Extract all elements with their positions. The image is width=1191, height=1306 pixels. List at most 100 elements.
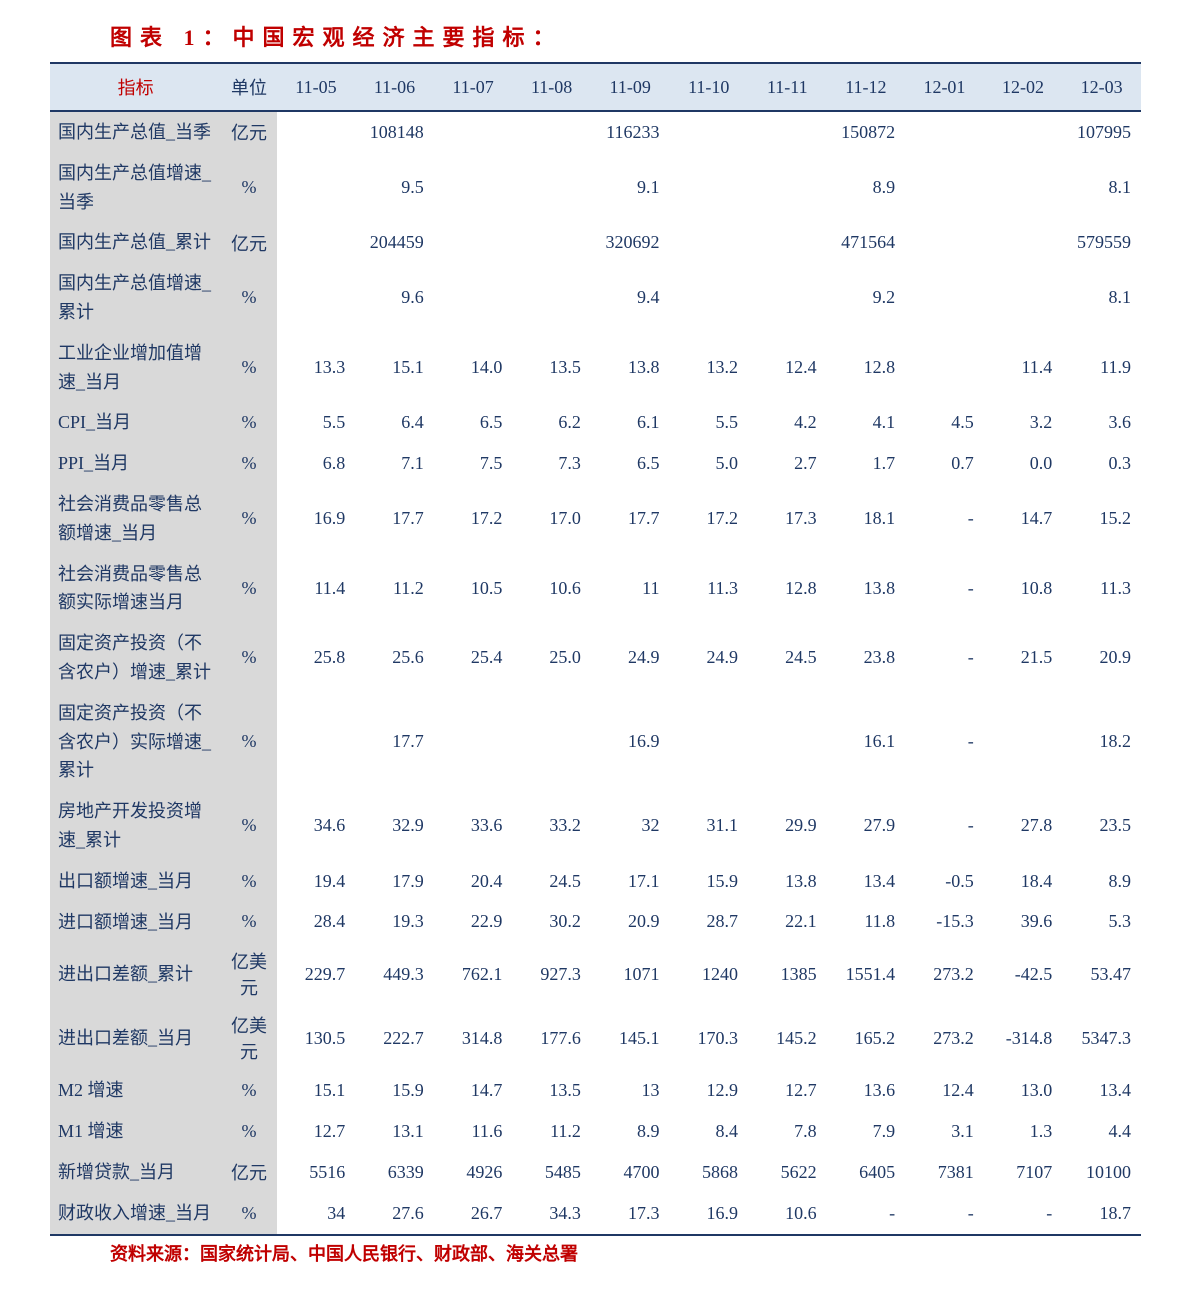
cell-value: 26.7: [434, 1193, 513, 1235]
cell-value: 204459: [355, 222, 434, 263]
row-unit: %: [221, 1111, 276, 1152]
cell-value: [669, 153, 748, 223]
cell-value: 28.7: [669, 902, 748, 943]
cell-value: 8.1: [1062, 263, 1141, 333]
col-period: 11-05: [277, 63, 356, 111]
cell-value: 6.5: [591, 443, 670, 484]
row-unit: 亿美元: [221, 942, 276, 1006]
cell-value: [434, 263, 513, 333]
cell-value: 15.9: [355, 1070, 434, 1111]
data-source: 资料来源：国家统计局、中国人民银行、财政部、海关总署: [50, 1240, 1141, 1266]
cell-value: 13.6: [827, 1070, 906, 1111]
cell-value: 17.7: [591, 484, 670, 554]
cell-value: 33.6: [434, 791, 513, 861]
table-row: 国内生产总值增速_当季%9.59.18.98.1: [50, 153, 1141, 223]
cell-value: 13.8: [591, 333, 670, 403]
cell-value: 24.5: [512, 861, 591, 902]
table-row: 出口额增速_当月%19.417.920.424.517.115.913.813.…: [50, 861, 1141, 902]
cell-value: [748, 153, 827, 223]
col-period: 12-02: [984, 63, 1063, 111]
table-row: 社会消费品零售总额增速_当月%16.917.717.217.017.717.21…: [50, 484, 1141, 554]
cell-value: 6.5: [434, 402, 513, 443]
row-label: 国内生产总值_当季: [50, 111, 221, 153]
cell-value: 15.1: [277, 1070, 356, 1111]
cell-value: [905, 153, 984, 223]
cell-value: [905, 222, 984, 263]
cell-value: 449.3: [355, 942, 434, 1006]
col-period: 11-12: [827, 63, 906, 111]
cell-value: 3.2: [984, 402, 1063, 443]
row-unit: %: [221, 1070, 276, 1111]
row-unit: %: [221, 402, 276, 443]
cell-value: 10.5: [434, 554, 513, 624]
cell-value: 12.7: [748, 1070, 827, 1111]
macro-indicators-table: 指标 单位 11-05 11-06 11-07 11-08 11-09 11-1…: [50, 62, 1141, 1236]
cell-value: 34.6: [277, 791, 356, 861]
cell-value: 33.2: [512, 791, 591, 861]
cell-value: [434, 693, 513, 791]
cell-value: 11.4: [984, 333, 1063, 403]
row-unit: 亿元: [221, 222, 276, 263]
cell-value: 23.8: [827, 623, 906, 693]
cell-value: 12.4: [748, 333, 827, 403]
cell-value: 11.8: [827, 902, 906, 943]
cell-value: 12.9: [669, 1070, 748, 1111]
cell-value: -: [905, 1193, 984, 1235]
row-unit: %: [221, 443, 276, 484]
cell-value: 4.2: [748, 402, 827, 443]
cell-value: 34: [277, 1193, 356, 1235]
row-unit: %: [221, 791, 276, 861]
cell-value: 20.9: [1062, 623, 1141, 693]
cell-value: [277, 263, 356, 333]
cell-value: 7.5: [434, 443, 513, 484]
cell-value: 5868: [669, 1152, 748, 1193]
cell-value: 8.9: [591, 1111, 670, 1152]
cell-value: 471564: [827, 222, 906, 263]
cell-value: 24.5: [748, 623, 827, 693]
cell-value: 273.2: [905, 942, 984, 1006]
cell-value: 10.8: [984, 554, 1063, 624]
cell-value: 9.1: [591, 153, 670, 223]
table-row: 房地产开发投资增速_累计%34.632.933.633.23231.129.92…: [50, 791, 1141, 861]
cell-value: [905, 333, 984, 403]
cell-value: 1240: [669, 942, 748, 1006]
cell-value: 927.3: [512, 942, 591, 1006]
page-root: 图表 1：中国宏观经济主要指标： 指标 单位 11-05 11-06 11-07…: [0, 0, 1191, 1306]
row-label: 财政收入增速_当月: [50, 1193, 221, 1235]
cell-value: 18.1: [827, 484, 906, 554]
cell-value: 10.6: [512, 554, 591, 624]
cell-value: 108148: [355, 111, 434, 153]
cell-value: 13.4: [827, 861, 906, 902]
cell-value: [512, 111, 591, 153]
cell-value: 24.9: [591, 623, 670, 693]
row-unit: 亿元: [221, 111, 276, 153]
cell-value: 5.5: [669, 402, 748, 443]
cell-value: 7107: [984, 1152, 1063, 1193]
cell-value: 13.0: [984, 1070, 1063, 1111]
cell-value: [669, 263, 748, 333]
cell-value: 17.1: [591, 861, 670, 902]
table-row: 固定资产投资（不含农户）实际增速_累计%17.716.916.1-18.2: [50, 693, 1141, 791]
cell-value: 14.7: [434, 1070, 513, 1111]
cell-value: 4926: [434, 1152, 513, 1193]
cell-value: 5.5: [277, 402, 356, 443]
cell-value: 7.1: [355, 443, 434, 484]
cell-value: 17.7: [355, 693, 434, 791]
cell-value: 6405: [827, 1152, 906, 1193]
cell-value: 15.1: [355, 333, 434, 403]
cell-value: [748, 111, 827, 153]
row-label: 新增贷款_当月: [50, 1152, 221, 1193]
row-label: 社会消费品零售总额实际增速当月: [50, 554, 221, 624]
table-row: 进出口差额_累计亿美元229.7449.3762.1927.3107112401…: [50, 942, 1141, 1006]
cell-value: 4700: [591, 1152, 670, 1193]
cell-value: 12.7: [277, 1111, 356, 1152]
col-period: 11-06: [355, 63, 434, 111]
row-label: 固定资产投资（不含农户）实际增速_累计: [50, 693, 221, 791]
row-label: 进出口差额_累计: [50, 942, 221, 1006]
cell-value: 17.2: [669, 484, 748, 554]
cell-value: 320692: [591, 222, 670, 263]
cell-value: [277, 222, 356, 263]
cell-value: 0.3: [1062, 443, 1141, 484]
row-label: 房地产开发投资增速_累计: [50, 791, 221, 861]
cell-value: -: [905, 554, 984, 624]
